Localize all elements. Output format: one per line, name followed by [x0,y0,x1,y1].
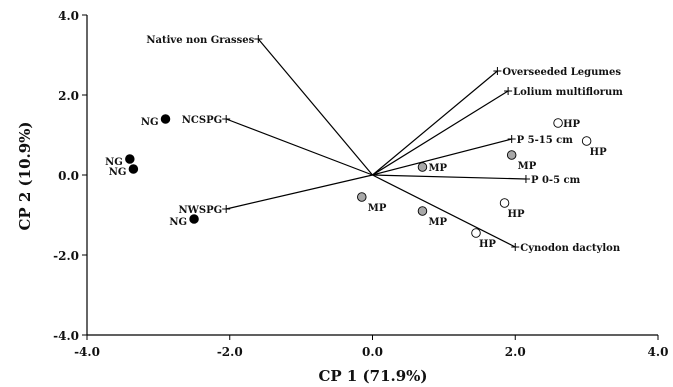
score-point-ng [160,114,171,124]
x-tick-label: 0.0 [362,345,383,359]
x-tick-label: -2.0 [217,345,243,359]
loading-vector-label: Overseeded Legumes [502,67,621,78]
score-point-hp [471,228,481,238]
score-point-label: HP [479,239,496,250]
loading-vector-label: Lolium multiflorum [513,87,623,98]
score-point-label: NG [105,157,123,168]
loading-vectors: Native non Grasses NCSPG NWSPG Overseeded L… [146,35,623,254]
score-point-mp [417,162,428,172]
score-point-ng [189,214,199,224]
score-point-label: MP [428,217,447,228]
y-tick-label: 4.0 [58,9,79,23]
score-point-label: NG [109,167,127,178]
x-tick-label: 2.0 [505,345,526,359]
score-point-mp [417,206,428,216]
loading-vector-line [257,38,373,176]
x-tick-label: 4.0 [648,345,669,359]
score-point-label: HP [508,209,525,220]
y-axis-title: CP 2 (10.9%) [16,121,34,230]
loading-vector-label: Cynodon dactylon [520,243,621,254]
y-tick-label: 0.0 [58,169,79,183]
score-point-label: MP [518,161,537,172]
score-point-mp [357,192,367,202]
x-axis-title: CP 1 (71.9%) [318,367,427,385]
loading-vector-label: NCSPG [182,115,222,126]
score-point-label: HP [590,147,607,158]
y-ticks: 4.0 2.0 0.0 -2.0 -4.0 [53,9,87,343]
loading-vector-line [225,118,373,176]
loading-vector-line [226,174,373,210]
loading-vector-line [372,70,498,176]
loading-vector-line [372,174,516,248]
score-point-ng [128,164,139,174]
y-tick-label: -4.0 [53,329,79,343]
score-point-label: NG [141,117,159,128]
score-point-mp [506,150,517,160]
score-point-label: NG [169,217,187,228]
score-point-label: HP [563,119,580,130]
y-tick-label: 2.0 [58,89,79,103]
loading-vector-line [372,138,512,176]
y-tick-label: -2.0 [53,249,79,263]
loading-vector-line [372,90,509,176]
score-point-hp [499,198,510,208]
score-point-hp [553,118,563,128]
score-point-hp [581,136,592,146]
score-point-label: MP [428,163,447,174]
x-tick-label: -4.0 [74,345,100,359]
score-point-label: MP [368,203,387,214]
loading-vector-label: Native non Grasses [146,35,254,46]
loading-vector-line [372,174,526,180]
loading-vector-label: P 0-5 cm [531,175,581,186]
x-ticks: -4.0 -2.0 0.0 2.0 4.0 [74,335,668,359]
loading-vector-label: P 5-15 cm [517,135,574,146]
loading-vector-label: NWSPG [179,205,223,216]
score-point-ng [125,154,135,164]
